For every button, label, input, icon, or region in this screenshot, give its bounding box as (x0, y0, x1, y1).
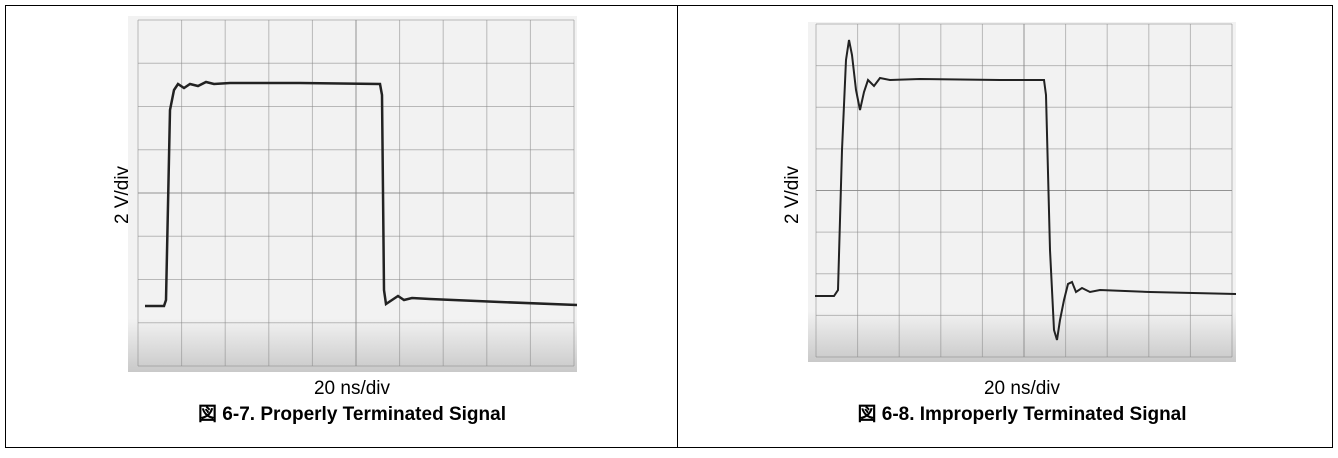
x-axis-label: 20 ns/div (314, 378, 391, 399)
y-axis-label: 2 V/div (782, 165, 803, 224)
figure-caption: 図 6-7. Properly Terminated Signal (198, 403, 506, 425)
y-axis-label: 2 V/div (112, 165, 133, 224)
table-border (5, 5, 1333, 448)
figure-caption: 図 6-8. Improperly Terminated Signal (857, 403, 1186, 425)
scope-image (808, 22, 1237, 362)
scope-image (128, 16, 578, 372)
x-axis-label: 20 ns/div (984, 378, 1061, 399)
